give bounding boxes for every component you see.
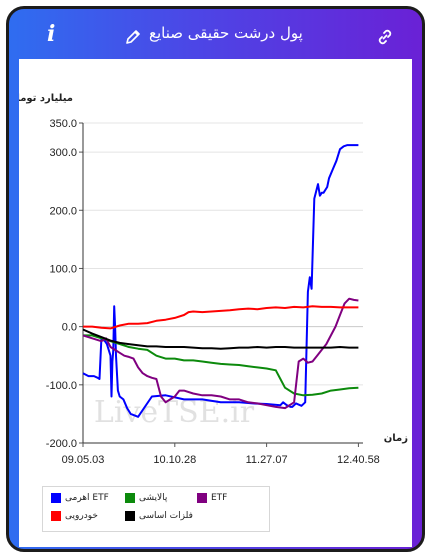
series-line-0: [82, 144, 359, 418]
watermark: LiveTSE.ir: [94, 395, 255, 430]
y-tick-label: 200.0: [49, 205, 77, 217]
app-frame: i پول درشت حقیقی صنایع 350.0 300.0 200.0 10…: [6, 6, 425, 552]
pencil-icon[interactable]: [125, 29, 141, 45]
y-tick-label: 300.0: [49, 147, 77, 159]
x-tick-label: 09.05.03: [62, 454, 105, 466]
chart-legend: اهرمی ETF پالایشی ETF خودرویی فلزات اساسی: [42, 486, 270, 532]
x-axis-label: زمان: [384, 433, 408, 444]
legend-swatch: [125, 493, 135, 503]
y-tick-label: 0.0: [62, 322, 77, 334]
legend-label: خودرویی: [65, 511, 98, 521]
y-tick-label: -200.0: [46, 438, 77, 450]
y-axis-label: میلیارد تومان: [19, 93, 73, 104]
x-tick-label: 10.10.28: [153, 454, 196, 466]
legend-swatch: [197, 493, 207, 503]
legend-item[interactable]: ETF: [197, 493, 227, 505]
y-tick-label: 100.0: [49, 263, 77, 275]
y-tick-label: -100.0: [46, 380, 77, 392]
page-title: پول درشت حقیقی صنایع: [149, 24, 303, 42]
legend-item[interactable]: فلزات اساسی: [125, 511, 193, 523]
x-tick-label: 11.27.07: [246, 454, 288, 466]
series-line-2: [82, 297, 359, 410]
header-bar: i پول درشت حقیقی صنایع: [9, 9, 422, 61]
legend-item[interactable]: پالایشی: [125, 493, 167, 505]
chart-panel: 350.0 300.0 200.0 100.0 0.0 -100.0 -200.0 09.05…: [19, 59, 412, 547]
legend-label: اهرمی ETF: [65, 493, 109, 503]
legend-swatch: [125, 511, 135, 521]
x-tick-label: 12.40.58: [337, 454, 380, 466]
series-line-4: [82, 328, 359, 350]
legend-label: ETF: [211, 493, 228, 503]
legend-item[interactable]: اهرمی ETF: [51, 493, 109, 505]
legend-swatch: [51, 511, 61, 521]
link-icon[interactable]: [376, 28, 394, 46]
legend-label: فلزات اساسی: [139, 511, 193, 521]
line-chart: 350.0 300.0 200.0 100.0 0.0 -100.0 -200.0 09.05…: [19, 93, 408, 466]
legend-item[interactable]: خودرویی: [51, 511, 98, 523]
info-icon[interactable]: i: [47, 21, 56, 47]
series-line-1: [83, 334, 359, 397]
y-tick-label: 350.0: [49, 118, 77, 130]
series-line-3: [83, 305, 359, 330]
legend-swatch: [51, 493, 61, 503]
legend-label: پالایشی: [139, 493, 168, 503]
